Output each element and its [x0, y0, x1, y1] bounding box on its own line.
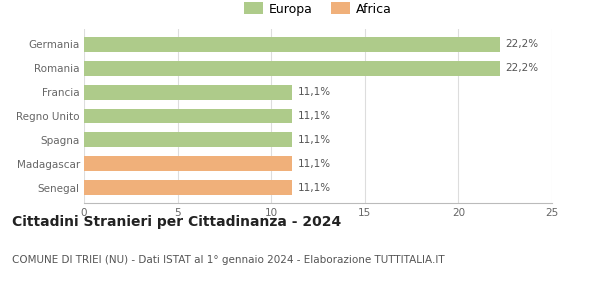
- Text: 11,1%: 11,1%: [298, 183, 331, 193]
- Bar: [84, 156, 292, 171]
- Bar: [84, 108, 292, 124]
- Text: 22,2%: 22,2%: [505, 39, 538, 49]
- Bar: [84, 85, 292, 99]
- Text: 22,2%: 22,2%: [505, 63, 538, 73]
- Text: 11,1%: 11,1%: [298, 111, 331, 121]
- Text: 11,1%: 11,1%: [298, 87, 331, 97]
- Text: 11,1%: 11,1%: [298, 159, 331, 169]
- Text: 11,1%: 11,1%: [298, 135, 331, 145]
- Bar: [84, 180, 292, 195]
- Bar: [84, 133, 292, 147]
- Text: COMUNE DI TRIEI (NU) - Dati ISTAT al 1° gennaio 2024 - Elaborazione TUTTITALIA.I: COMUNE DI TRIEI (NU) - Dati ISTAT al 1° …: [12, 255, 445, 265]
- Text: Cittadini Stranieri per Cittadinanza - 2024: Cittadini Stranieri per Cittadinanza - 2…: [12, 215, 341, 229]
- Bar: [84, 61, 500, 76]
- Bar: [84, 37, 500, 52]
- Legend: Europa, Africa: Europa, Africa: [240, 0, 396, 19]
